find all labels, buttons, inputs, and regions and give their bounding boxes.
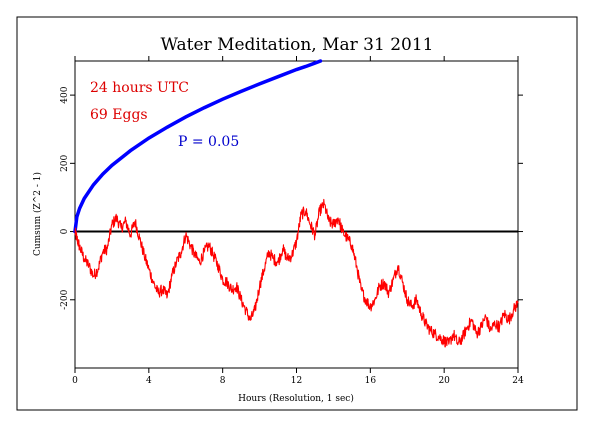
x-axis-label: Hours (Resolution, 1 sec) <box>238 393 354 404</box>
y-tick-label: 400 <box>60 86 70 103</box>
y-tick-label: 0 <box>60 228 70 234</box>
x-tick-label: 12 <box>291 376 302 386</box>
x-tick-label: 4 <box>146 376 152 386</box>
outer-border <box>16 16 578 411</box>
probability-label: P = 0.05 <box>178 134 239 150</box>
y-axis-label: Cumsum (Z^2 - 1) <box>32 172 43 256</box>
p05-envelope-line <box>73 59 323 234</box>
eggs-label: 69 Eggs <box>90 107 148 123</box>
cumsum-line <box>74 198 519 348</box>
x-tick-labels: 0 4 8 12 16 20 24 <box>72 376 524 386</box>
chart-title: Water Meditation, Mar 31 2011 <box>161 35 434 55</box>
x-tick-label: 0 <box>72 376 78 386</box>
x-tick-label: 8 <box>220 376 226 386</box>
time-span-label: 24 hours UTC <box>90 80 189 96</box>
x-tick-label: 16 <box>365 376 377 386</box>
y-tick-labels: -200 0 200 400 <box>60 86 70 310</box>
x-tick-label: 20 <box>438 376 450 386</box>
y-tick-label: 200 <box>60 154 70 171</box>
y-tick-label: -200 <box>60 289 70 309</box>
x-tick-label: 24 <box>512 376 524 386</box>
